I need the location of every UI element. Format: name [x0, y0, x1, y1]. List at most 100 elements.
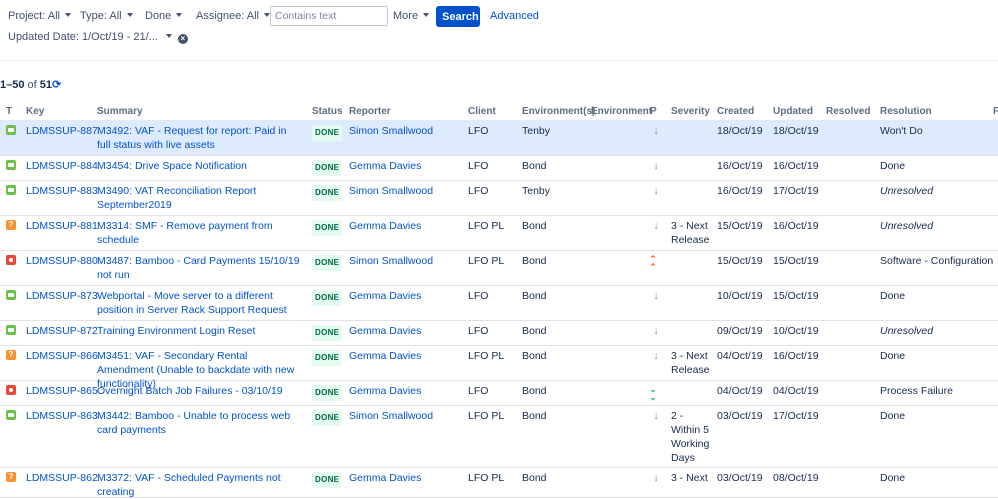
environment-value: Bond	[522, 325, 547, 337]
advanced-link[interactable]: Advanced	[490, 10, 539, 22]
table-row[interactable]: LDMSSUP-887 M3492: VAF - Request for repo…	[0, 120, 998, 156]
issue-key-link[interactable]: LDMSSUP-863	[26, 410, 98, 422]
severity-value: 3 - Next Release	[671, 350, 710, 376]
issue-summary-link[interactable]: M3451: VAF - Secondary Rental Amendment …	[97, 350, 295, 390]
col-priority[interactable]: P	[650, 106, 657, 117]
col-type[interactable]: T	[6, 106, 13, 117]
more-filter[interactable]: More	[393, 10, 430, 22]
issue-summary-link[interactable]: M3454: Drive Space Notification	[97, 160, 247, 172]
story-icon	[6, 410, 16, 420]
search-input[interactable]	[270, 6, 388, 26]
client-value: LFO	[468, 185, 489, 197]
issue-key-link[interactable]: LDMSSUP-865	[26, 385, 98, 397]
refresh-icon[interactable]: ⟳	[52, 79, 62, 91]
reporter-link[interactable]: Gemma Davies	[349, 350, 422, 362]
resolution-value: Software - Configuration	[880, 255, 994, 267]
issue-key-link[interactable]: LDMSSUP-866	[26, 350, 98, 362]
updated-date: 17/Oct/19	[773, 185, 819, 197]
reporter-link[interactable]: Simon Smallwood	[349, 185, 434, 197]
col-updated[interactable]: Updated	[773, 106, 813, 117]
table-row[interactable]: ? LDMSSUP-862 M3372: VAF - Scheduled Payme…	[0, 467, 998, 498]
reporter-link[interactable]: Gemma Davies	[349, 220, 422, 232]
table-row[interactable]: LDMSSUP-883 M3490: VAT Reconciliation Rep…	[0, 180, 998, 216]
issue-summary-link[interactable]: M3490: VAT Reconciliation Report Septemb…	[97, 185, 257, 211]
type-filter[interactable]: Type: All	[80, 10, 133, 22]
issue-key-link[interactable]: LDMSSUP-884	[26, 160, 98, 172]
issue-key-link[interactable]: LDMSSUP-873	[26, 290, 98, 302]
chevron-down-icon	[165, 34, 172, 38]
results-range: 1–50	[0, 79, 25, 91]
chevron-down-icon	[263, 13, 270, 17]
issue-key-link[interactable]: LDMSSUP-881	[26, 220, 98, 232]
table-row[interactable]: LDMSSUP-863 M3442: Bamboo - Unable to pro…	[0, 405, 998, 468]
col-environments[interactable]: Environment(s)	[522, 106, 596, 117]
issue-summary-link[interactable]: Webportal - Move server to a different p…	[97, 290, 287, 316]
reporter-link[interactable]: Simon Smallwood	[349, 410, 434, 422]
updated-date-filter[interactable]: Updated Date: 1/Oct/19 - 21/... ×	[8, 31, 188, 44]
status-badge: DONE	[312, 220, 343, 236]
table-row[interactable]: LDMSSUP-872 Training Environment Login Re…	[0, 320, 998, 346]
col-reporter[interactable]: Reporter	[349, 106, 391, 117]
priority-low-icon: ↓	[653, 160, 659, 172]
col-resolved[interactable]: Resolved	[826, 106, 871, 117]
col-summary[interactable]: Summary	[97, 106, 143, 117]
reporter-link[interactable]: Gemma Davies	[349, 325, 422, 337]
resolution-value: Process Failure	[880, 385, 953, 397]
table-row[interactable]: LDMSSUP-884 M3454: Drive Space Notificati…	[0, 155, 998, 181]
issue-summary-link[interactable]: Training Environment Login Reset	[97, 325, 256, 337]
reporter-link[interactable]: Gemma Davies	[349, 290, 422, 302]
chevron-down-icon	[126, 13, 133, 17]
col-extra[interactable]: F	[993, 106, 998, 117]
reporter-link[interactable]: Gemma Davies	[349, 472, 422, 484]
col-resolution[interactable]: Resolution	[880, 106, 932, 117]
issue-summary-link[interactable]: M3442: Bamboo - Unable to process web ca…	[97, 410, 291, 436]
reporter-link[interactable]: Gemma Davies	[349, 160, 422, 172]
issue-summary-link[interactable]: M3314: SMF - Remove payment from schedul…	[97, 220, 273, 246]
col-client[interactable]: Client	[468, 106, 496, 117]
table-row[interactable]: LDMSSUP-880 M3487: Bamboo - Card Payments…	[0, 250, 998, 286]
bug-icon	[6, 255, 16, 265]
question-icon: ?	[6, 472, 16, 482]
project-filter[interactable]: Project: All	[8, 10, 71, 22]
done-filter[interactable]: Done	[145, 10, 183, 22]
environment-value: Bond	[522, 385, 547, 397]
col-severity[interactable]: Severity	[671, 106, 710, 117]
col-key[interactable]: Key	[26, 106, 45, 117]
table-row[interactable]: LDMSSUP-865 Overnight Batch Job Failures …	[0, 380, 998, 406]
issue-key-link[interactable]: LDMSSUP-883	[26, 185, 98, 197]
environment-value: Bond	[522, 160, 547, 172]
issue-key-link[interactable]: LDMSSUP-880	[26, 255, 98, 267]
reporter-link[interactable]: Simon Smallwood	[349, 125, 434, 137]
reporter-link[interactable]: Gemma Davies	[349, 385, 422, 397]
table-row[interactable]: ? LDMSSUP-881 M3314: SMF - Remove payment …	[0, 215, 998, 251]
issue-summary-link[interactable]: M3487: Bamboo - Card Payments 15/10/19 n…	[97, 255, 300, 281]
col-status[interactable]: Status	[312, 106, 343, 117]
status-badge: DONE	[312, 160, 343, 176]
results-count: 1–50 of 51⟳	[0, 78, 61, 91]
assignee-filter[interactable]: Assignee: All	[196, 10, 270, 22]
table-row[interactable]: ? LDMSSUP-866 M3451: VAF - Secondary Renta…	[0, 345, 998, 390]
issue-key-link[interactable]: LDMSSUP-872	[26, 325, 98, 337]
severity-value: 3 - Next	[671, 472, 708, 484]
issue-summary-link[interactable]: M3372: VAF - Scheduled Payments not crea…	[97, 472, 281, 498]
environment-value: Bond	[522, 350, 547, 362]
issue-summary-link[interactable]: M3492: VAF - Request for report: Paid in…	[97, 125, 287, 151]
issue-key-link[interactable]: LDMSSUP-887	[26, 125, 98, 137]
table-row[interactable]: LDMSSUP-873 Webportal - Move server to a …	[0, 285, 998, 321]
resolution-value: Done	[880, 472, 906, 484]
search-button[interactable]: Search	[436, 6, 480, 27]
col-created[interactable]: Created	[717, 106, 755, 117]
updated-date: 16/Oct/19	[773, 350, 819, 362]
col-environment[interactable]: Environment	[591, 106, 653, 117]
reporter-link[interactable]: Simon Smallwood	[349, 255, 434, 267]
updated-date: 04/Oct/19	[773, 385, 819, 397]
updated-date: 15/Oct/19	[773, 290, 819, 302]
client-value: LFO	[468, 290, 489, 302]
created-date: 03/Oct/19	[717, 472, 763, 484]
status-badge: DONE	[312, 385, 343, 401]
client-value: LFO PL	[468, 255, 505, 267]
clear-icon[interactable]: ×	[177, 34, 188, 44]
issue-summary-link[interactable]: Overnight Batch Job Failures - 03/10/19	[97, 385, 283, 397]
issue-key-link[interactable]: LDMSSUP-862	[26, 472, 98, 484]
story-icon	[6, 160, 16, 170]
